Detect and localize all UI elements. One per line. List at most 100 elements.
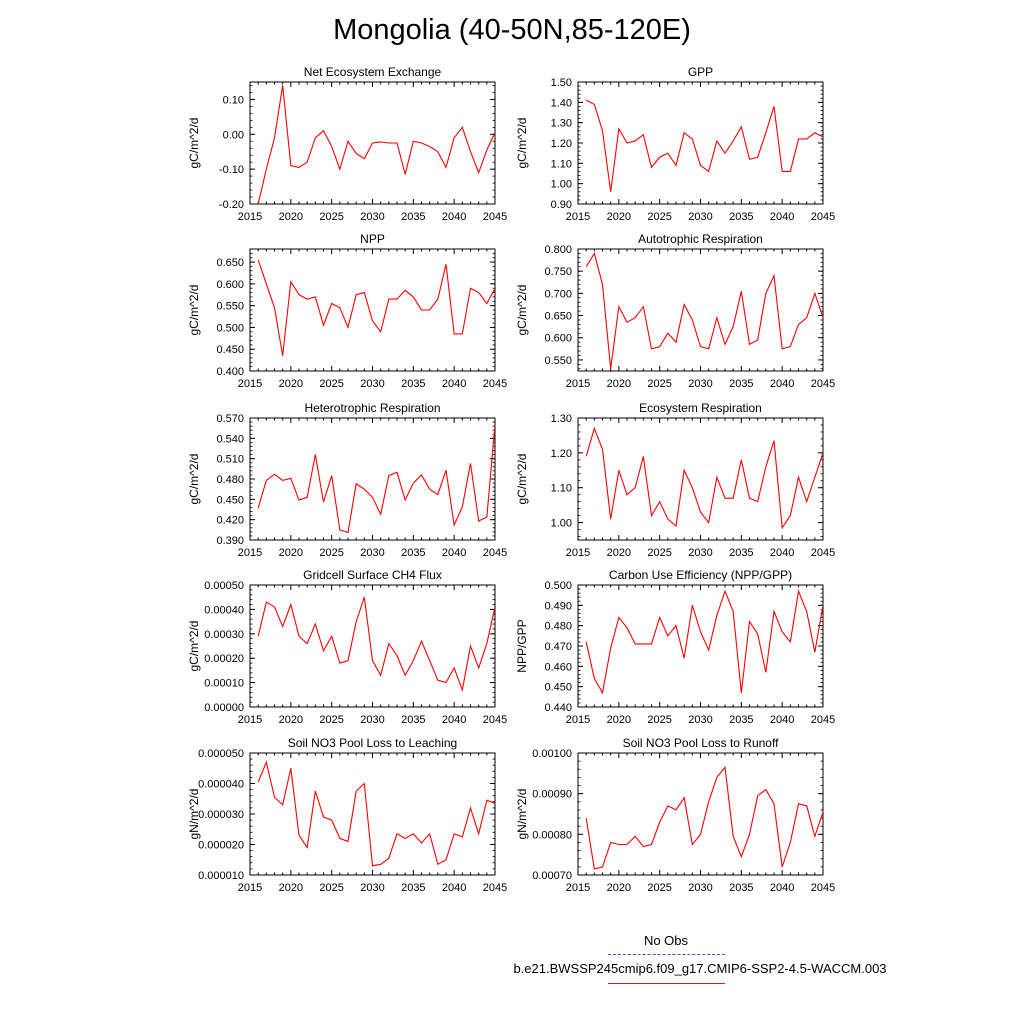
series-line [585,765,823,870]
y-tick-label: 1.30 [551,118,572,130]
series-line [257,760,495,867]
series-line [257,85,495,204]
x-tick-label: 2035 [729,547,753,559]
y-tick-label: 0.540 [216,433,244,445]
x-tick-label: 2045 [483,714,507,726]
plot-frame [249,248,496,372]
x-tick-label: 2015 [238,882,262,894]
x-tick-label: 2035 [729,714,753,726]
x-tick-label: 2030 [688,882,712,894]
x-tick-label: 2045 [811,547,835,559]
y-tick-label: 0.500 [544,580,572,592]
plot-frame [577,584,824,708]
series-line [257,597,495,692]
x-tick-label: 2025 [647,211,671,223]
x-tick-label: 2025 [319,547,343,559]
y-tick-label: 0.10 [223,94,244,106]
series-line [585,99,823,192]
y-tick-label: 0.550 [216,301,244,313]
series-line [257,424,495,534]
y-tick-label: 0.480 [216,474,244,486]
y-tick-label: 0.00 [223,129,244,141]
y-tick-label: 0.700 [544,288,572,300]
chart-panel-8: Carbon Use Efficiency (NPP/GPP) NPP/GPP 20… [515,568,835,726]
chart-panel-4: Autotrophic Respiration gC/m^2/d 2015 2020 2… [515,232,835,390]
y-tick-label: 0.450 [216,494,244,506]
y-tick-label: 0.400 [216,366,244,378]
x-tick-label: 2035 [401,378,425,390]
x-tick-label: 2030 [360,547,384,559]
x-tick-label: 2020 [279,378,303,390]
x-tick-label: 2045 [811,378,835,390]
figure-title: Mongolia (40-50N,85-120E) [333,14,691,46]
x-tick-label: 2030 [688,547,712,559]
y-tick-label: 1.50 [551,77,572,89]
y-tick-label: 1.40 [551,97,572,109]
chart-panel-6: Ecosystem Respiration gC/m^2/d 2015 2020 202… [515,401,835,559]
plot-frame [577,752,824,876]
y-tick-label: 0.600 [216,279,244,291]
y-tick-label: 0.00100 [532,748,572,760]
x-tick-label: 2040 [442,714,466,726]
x-tick-label: 2015 [566,378,590,390]
y-tick-label: 0.00090 [532,789,572,801]
x-tick-label: 2040 [442,882,466,894]
x-tick-label: 2045 [811,211,835,223]
x-tick-label: 2015 [566,211,590,223]
x-tick-label: 2030 [688,714,712,726]
x-tick-label: 2020 [607,378,631,390]
x-tick-label: 2025 [647,882,671,894]
chart-panel-3: NPP gC/m^2/d 2015 2020 2025 2030 2035 2040 2045 0… [187,232,507,390]
x-tick-label: 2040 [442,211,466,223]
x-tick-label: 2030 [688,378,712,390]
y-tick-label: 0.00010 [204,678,244,690]
x-tick-label: 2035 [729,378,753,390]
y-tick-label: 0.000020 [198,840,244,852]
legend-obs-line [608,954,725,955]
x-tick-label: 2040 [442,378,466,390]
x-tick-label: 2020 [607,211,631,223]
y-tick-label: 0.470 [544,641,572,653]
x-tick-label: 2030 [360,211,384,223]
x-tick-label: 2025 [319,378,343,390]
x-tick-label: 2020 [607,882,631,894]
y-axis-label: gC/m^2/d [187,454,201,505]
y-axis-label: gN/m^2/d [515,789,529,840]
y-tick-label: 0.460 [544,661,572,673]
x-tick-label: 2045 [483,211,507,223]
x-tick-label: 2045 [483,547,507,559]
y-tick-label: 1.00 [551,179,572,191]
x-tick-label: 2015 [566,714,590,726]
plot-frame [249,752,496,876]
x-tick-label: 2040 [770,714,794,726]
x-tick-label: 2020 [279,882,303,894]
x-tick-label: 2015 [566,547,590,559]
chart-title: Soil NO3 Pool Loss to Leaching [288,736,457,750]
x-tick-label: 2035 [401,211,425,223]
x-tick-label: 2025 [647,714,671,726]
y-tick-label: 0.510 [216,454,244,466]
y-axis-label: gC/m^2/d [187,285,201,336]
x-tick-label: 2025 [319,714,343,726]
y-tick-label: 1.00 [551,518,572,530]
y-tick-label: 0.480 [544,621,572,633]
y-tick-label: 0.000050 [198,748,244,760]
chart-panel-10: Soil NO3 Pool Loss to Runoff gN/m^2/d 2015… [515,736,835,894]
x-tick-label: 2030 [688,211,712,223]
x-tick-label: 2015 [238,714,262,726]
chart-title: GPP [688,65,713,79]
plot-frame [249,584,496,708]
y-tick-label: 0.00040 [204,604,244,616]
y-tick-label: 0.90 [551,199,572,211]
chart-panel-9: Soil NO3 Pool Loss to Leaching gN/m^2/d 20… [187,736,507,894]
y-tick-label: 1.20 [551,448,572,460]
y-tick-label: 0.550 [544,355,572,367]
chart-title: Carbon Use Efficiency (NPP/GPP) [609,568,792,582]
x-tick-label: 2035 [401,714,425,726]
x-tick-label: 2040 [770,547,794,559]
plot-frame [577,248,824,372]
y-axis-label: gC/m^2/d [515,285,529,336]
x-tick-label: 2045 [483,882,507,894]
y-tick-label: 0.00080 [532,829,572,841]
y-axis-label: gC/m^2/d [515,454,529,505]
